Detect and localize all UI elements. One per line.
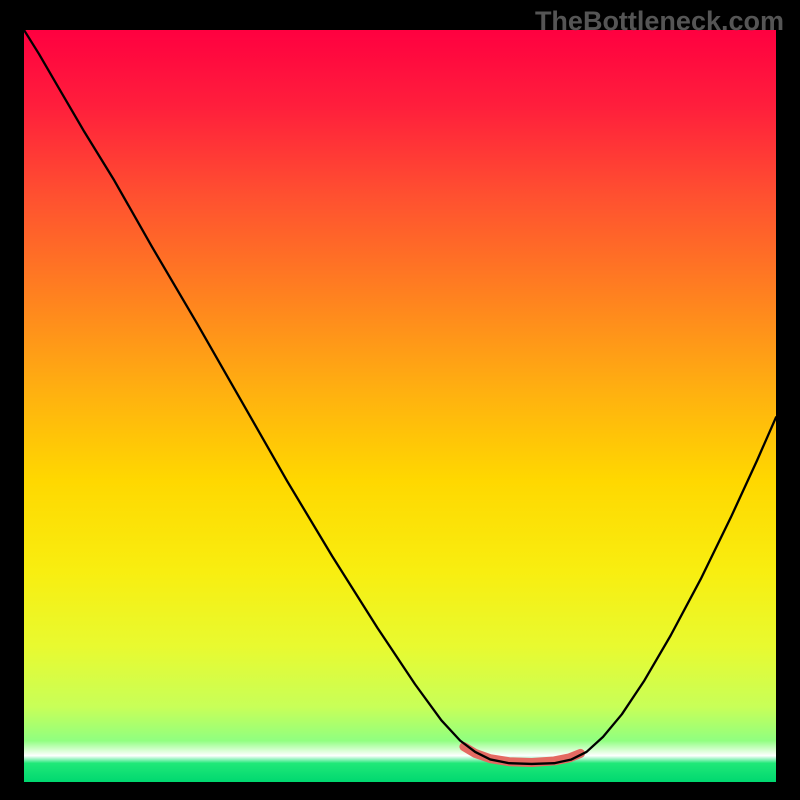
chart-frame: TheBottleneck.com bbox=[0, 0, 800, 800]
gradient-background bbox=[24, 30, 776, 782]
plot-area bbox=[24, 30, 776, 782]
chart-svg bbox=[24, 30, 776, 782]
watermark-text: TheBottleneck.com bbox=[535, 6, 784, 37]
